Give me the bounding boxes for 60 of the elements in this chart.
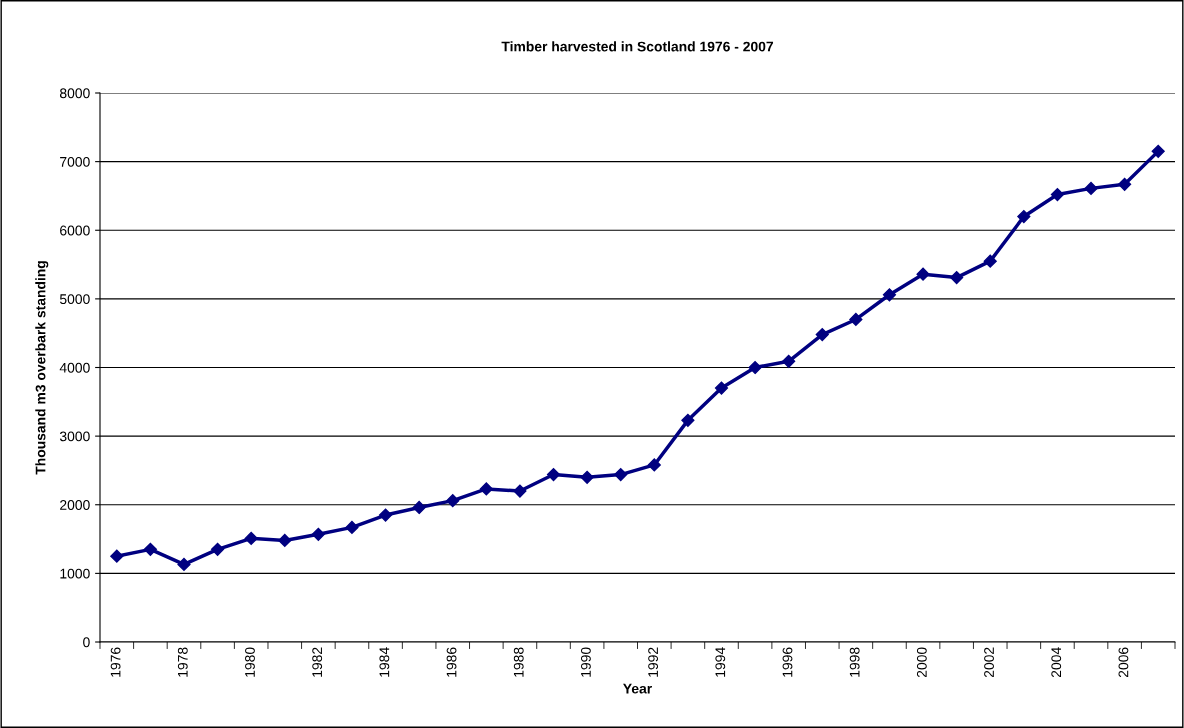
x-tick-label: 1984 — [379, 647, 390, 677]
y-tick-label: 1000 — [60, 568, 90, 579]
x-tick-label: 1990 — [581, 647, 591, 677]
y-tick-label: 0 — [83, 637, 90, 648]
point — [580, 470, 594, 484]
point — [378, 508, 393, 522]
point — [681, 413, 695, 427]
point — [513, 484, 527, 498]
point — [546, 467, 561, 482]
point — [849, 312, 863, 327]
x-tick-label: 1982 — [312, 647, 323, 677]
x-tick-label: 2006 — [1118, 647, 1129, 678]
x-tick-label: 2004 — [1051, 647, 1062, 678]
point — [479, 482, 493, 496]
x-tick-label: 1992 — [648, 647, 659, 677]
point — [110, 549, 124, 563]
point — [1017, 209, 1031, 224]
y-tick-label: 8000 — [59, 88, 90, 99]
point — [412, 500, 426, 515]
point — [748, 360, 762, 375]
point — [1151, 144, 1165, 158]
point — [177, 557, 191, 572]
point — [647, 458, 661, 472]
x-tick-label: 1988 — [513, 647, 524, 677]
x-tick-label: 2002 — [984, 647, 994, 678]
x-tick-label: 2000 — [916, 647, 927, 678]
y-tick-label: 7000 — [60, 156, 90, 167]
y-tick-label: 4000 — [59, 362, 90, 373]
chart-title: Timber harvested in Scotland 1976 - 2007 — [501, 41, 774, 52]
point — [278, 533, 292, 548]
point — [983, 254, 997, 268]
y-tick-label: 3000 — [59, 431, 90, 442]
point — [311, 527, 325, 541]
point — [614, 467, 628, 482]
y-axis-title: Thousand m3 overbark standing — [35, 261, 49, 475]
y-tick-label: 2000 — [60, 500, 90, 510]
x-tick-label: 1998 — [849, 647, 860, 677]
point — [143, 542, 157, 556]
point — [782, 354, 796, 368]
point — [244, 531, 258, 545]
point — [446, 494, 460, 508]
point — [345, 520, 359, 534]
y-tick-label: 6000 — [60, 225, 90, 236]
point — [1084, 181, 1098, 195]
point — [916, 267, 930, 281]
x-tick-label: 1994 — [715, 647, 726, 677]
point — [1050, 187, 1065, 202]
x-tick-label: 1986 — [446, 647, 457, 677]
point — [882, 288, 897, 302]
x-tick-label: 1996 — [782, 647, 793, 677]
point — [1118, 177, 1132, 191]
point — [815, 327, 829, 342]
x-axis-title: Year — [623, 683, 652, 694]
point — [950, 271, 964, 285]
x-tick-label: 1978 — [177, 647, 188, 677]
point — [714, 381, 729, 395]
point — [210, 542, 225, 556]
x-tick-label: 1976 — [110, 647, 121, 677]
x-tick-label: 1980 — [245, 647, 255, 677]
y-tick-label: 5000 — [59, 294, 90, 305]
